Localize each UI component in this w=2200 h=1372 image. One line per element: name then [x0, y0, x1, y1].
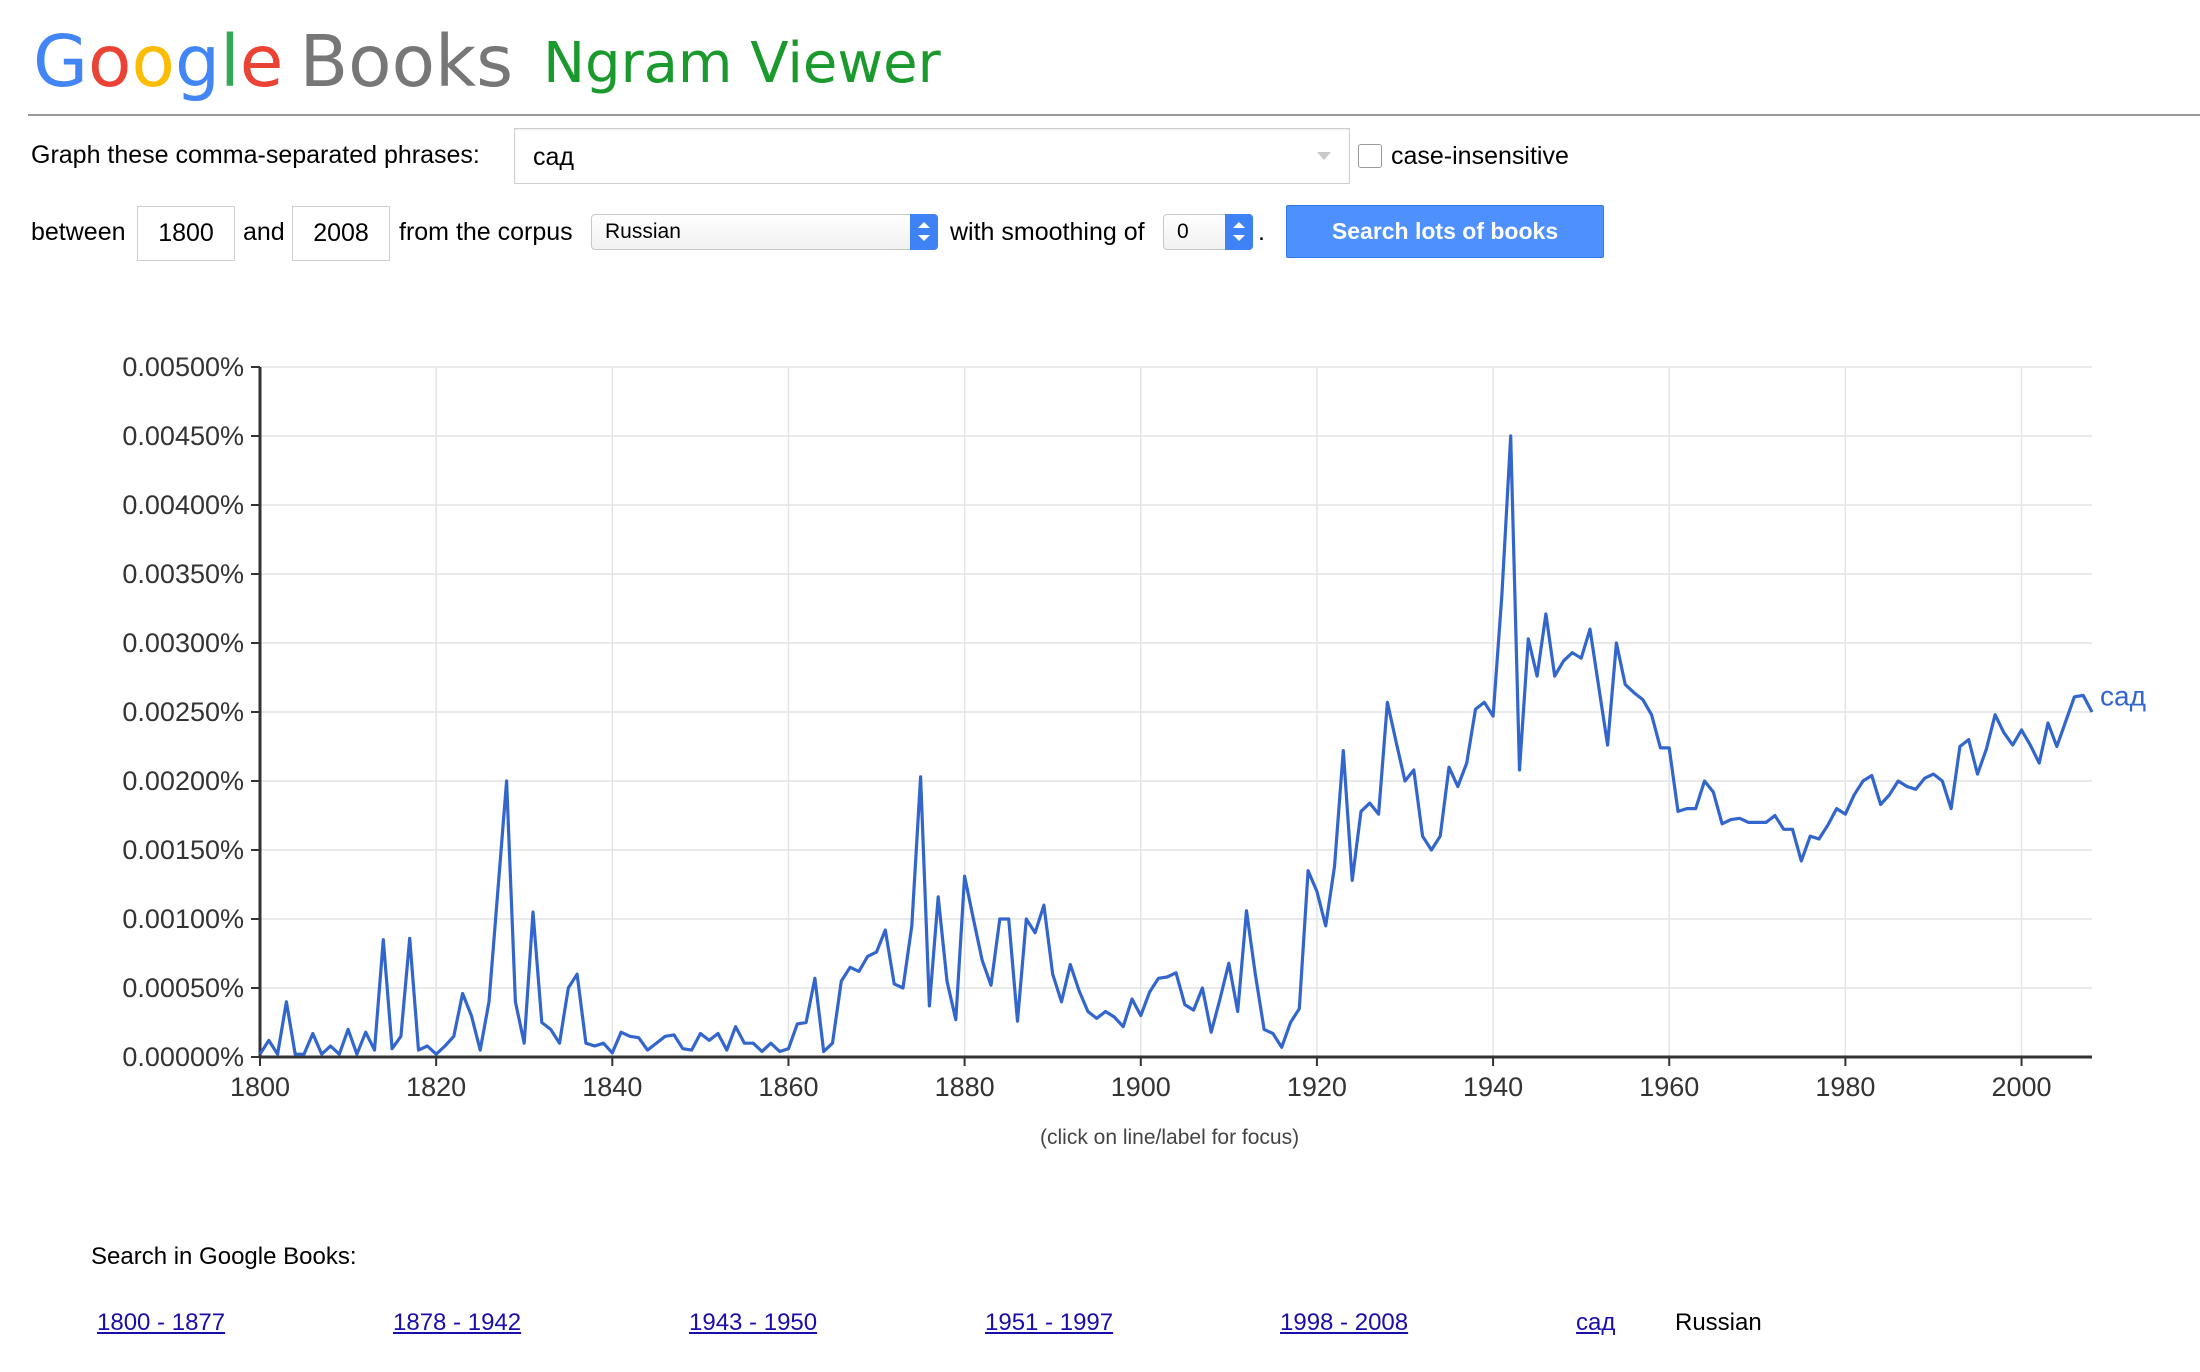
- corpus-select-value: Russian: [605, 220, 681, 243]
- smoothing-select[interactable]: 0: [1163, 214, 1253, 250]
- google-letter: o: [131, 20, 175, 103]
- series-label[interactable]: сад: [2100, 680, 2146, 711]
- corpus-select[interactable]: Russian: [591, 214, 938, 250]
- smoothing-label: with smoothing of: [950, 218, 1145, 246]
- x-tick-label: 1980: [1815, 1072, 1875, 1102]
- chart-hint: (click on line/label for focus): [1040, 1126, 1300, 1149]
- google-letter: e: [239, 20, 284, 103]
- books-wordmark: Books: [299, 20, 514, 103]
- google-letter: g: [174, 20, 221, 103]
- x-tick-label: 1820: [406, 1072, 466, 1102]
- y-tick-label: 0.00100%: [122, 904, 244, 934]
- google-letter: o: [88, 20, 132, 103]
- x-tick-label: 1960: [1639, 1072, 1699, 1102]
- case-insensitive-checkbox[interactable]: [1358, 144, 1382, 168]
- smoothing-select-arrows-icon: [1225, 214, 1253, 250]
- range-link-2[interactable]: 1878 - 1942: [393, 1309, 522, 1336]
- google-letter: l: [220, 20, 240, 103]
- phrases-label: Graph these comma-separated phrases:: [31, 141, 480, 169]
- corpus-label: from the corpus: [399, 218, 573, 246]
- year-start-input[interactable]: 1800: [137, 206, 235, 261]
- ngram-chart: 0.00000% 0.00050% 0.00100% 0.00150% 0.00200%…: [122, 352, 2146, 1102]
- phrase-link[interactable]: сад: [1576, 1309, 1616, 1336]
- period-text: .: [1258, 218, 1265, 246]
- history-dropdown-icon[interactable]: [1317, 152, 1331, 160]
- y-tick-label: 0.00200%: [122, 766, 244, 796]
- year-end-input[interactable]: 2008: [292, 206, 390, 261]
- app-title: Ngram Viewer: [543, 31, 941, 96]
- x-tick-label: 1940: [1463, 1072, 1523, 1102]
- google-wordmark: Google: [33, 20, 283, 103]
- range-link-1[interactable]: 1800 - 1877: [97, 1309, 226, 1336]
- x-tick-label: 2000: [1991, 1072, 2051, 1102]
- y-tick-label: 0.00350%: [122, 559, 244, 589]
- y-tick-label: 0.00450%: [122, 421, 244, 451]
- range-link-3[interactable]: 1943 - 1950: [689, 1309, 818, 1336]
- range-link-4[interactable]: 1951 - 1997: [985, 1309, 1114, 1336]
- x-tick-label: 1860: [758, 1072, 818, 1102]
- series-line-sad[interactable]: [258, 434, 2094, 1056]
- google-letter: G: [33, 20, 89, 103]
- smoothing-select-value: 0: [1177, 220, 1189, 243]
- case-insensitive-label[interactable]: case-insensitive: [1391, 142, 1569, 170]
- between-label: between: [31, 218, 126, 246]
- x-tick-label: 1900: [1111, 1072, 1171, 1102]
- phrases-input-value: сад: [533, 143, 574, 171]
- x-tick-label: 1920: [1287, 1072, 1347, 1102]
- search-in-label: Search in Google Books:: [91, 1243, 357, 1270]
- y-tick-label: 0.00000%: [122, 1042, 244, 1072]
- y-tick-label: 0.00400%: [122, 490, 244, 520]
- phrases-input[interactable]: сад: [514, 128, 1350, 184]
- y-tick-label: 0.00500%: [122, 352, 244, 382]
- y-tick-label: 0.00150%: [122, 835, 244, 865]
- x-tick-label: 1880: [935, 1072, 995, 1102]
- corpus-name: Russian: [1675, 1309, 1762, 1336]
- y-tick-label: 0.00300%: [122, 628, 244, 658]
- x-tick-label: 1800: [230, 1072, 290, 1102]
- corpus-select-arrows-icon: [910, 214, 938, 250]
- search-button[interactable]: Search lots of books: [1286, 205, 1604, 258]
- and-label: and: [243, 218, 285, 246]
- y-tick-label: 0.00250%: [122, 697, 244, 727]
- header-divider: [28, 114, 2200, 116]
- y-tick-label: 0.00050%: [122, 973, 244, 1003]
- range-link-5[interactable]: 1998 - 2008: [1280, 1309, 1409, 1336]
- google-books-logo[interactable]: Google Books Ngram Viewer: [33, 14, 941, 110]
- x-tick-label: 1840: [582, 1072, 642, 1102]
